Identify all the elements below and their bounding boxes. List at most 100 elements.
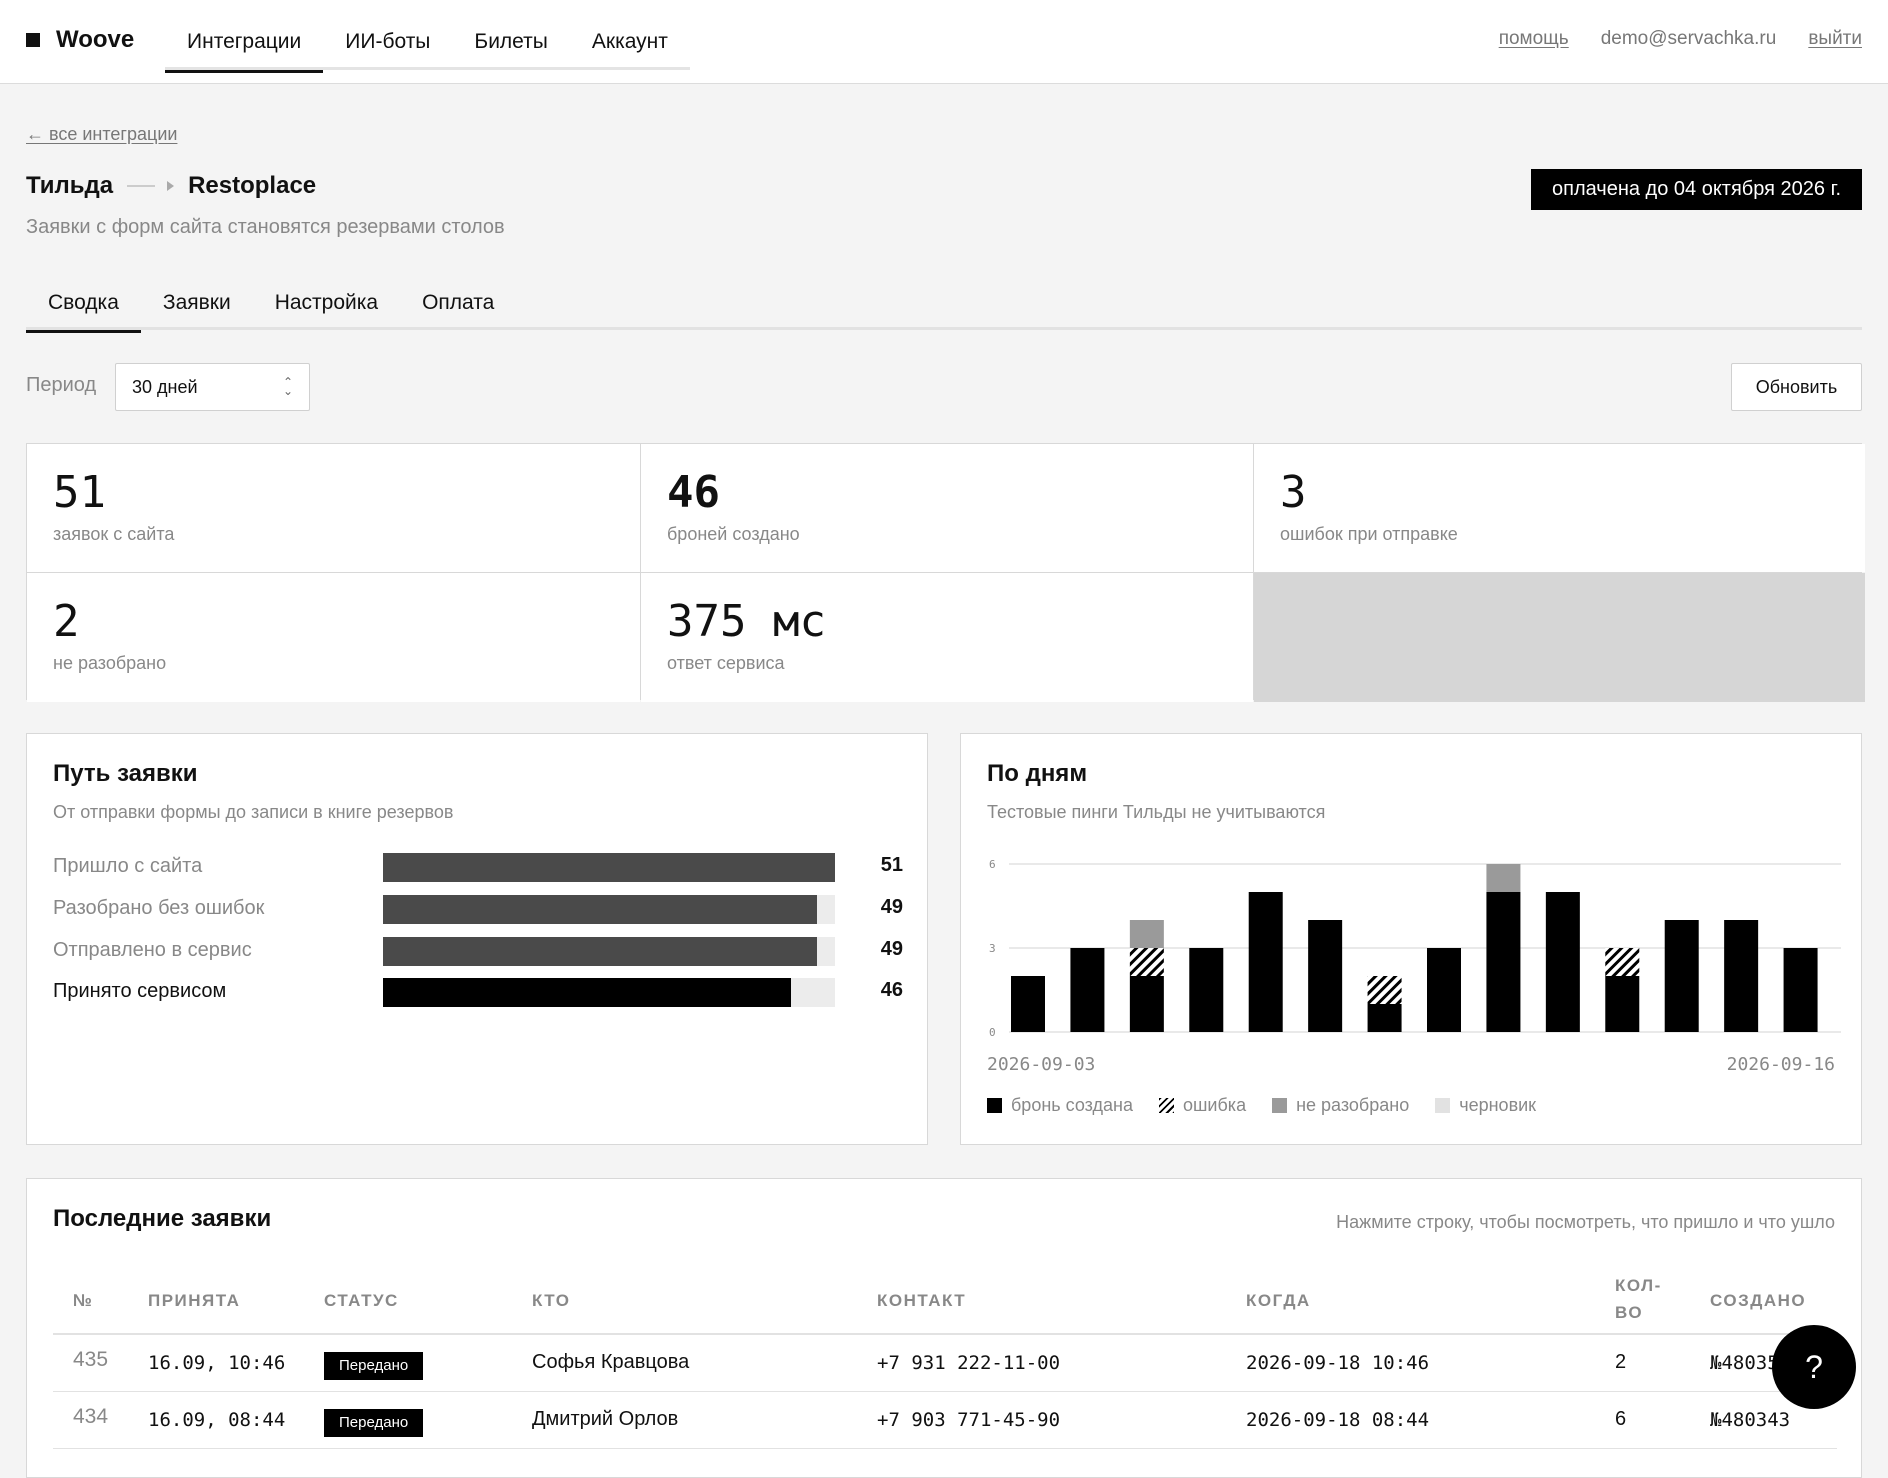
tab-summary[interactable]: Сводка (26, 280, 141, 333)
cell-contact: +7 903 771-45-90 (877, 1409, 1061, 1431)
tab-requests[interactable]: Заявки (162, 291, 231, 314)
funnel-bar (383, 853, 835, 882)
funnel-step: Пришло с сайта 51 (53, 852, 903, 882)
logout-link[interactable]: выйти (1808, 28, 1862, 49)
stat-response-time: 375 мс ответ сервиса (641, 573, 1253, 702)
bar-segment (1486, 864, 1521, 892)
cell-contact: +7 931 222-11-00 (877, 1352, 1061, 1374)
status-badge: Передано (324, 1409, 424, 1437)
user-menu: помощь demo@servachka.ru выйти (1499, 28, 1862, 50)
refresh-button[interactable]: Обновить (1731, 363, 1862, 411)
stat-errors: 3 ошибок при отправке (1254, 444, 1865, 572)
tab-settings[interactable]: Настройка (274, 291, 379, 314)
legend-swatch (1272, 1098, 1288, 1113)
bar-segment (1129, 920, 1164, 948)
funnel-bar-track (383, 937, 835, 966)
table-row[interactable]: 434 16.09, 08:44 Передано Дмитрий Орлов … (53, 1392, 1837, 1449)
stat-value: 2 (53, 596, 80, 647)
bar-segment (1011, 976, 1045, 1032)
logo-square-icon (26, 33, 40, 47)
tab-payment[interactable]: Оплата (422, 291, 495, 314)
help-link[interactable]: помощь (1498, 28, 1569, 49)
period-label: Период (26, 374, 97, 396)
request-path-card: Путь заявки От отправки формы до записи … (26, 733, 928, 1145)
funnel-bar-track (383, 853, 835, 882)
legend-label: не разобрано (1296, 1095, 1410, 1115)
page-title: Тильда Restoplace (26, 172, 316, 200)
legend-item-unparsed: не разобрано (1272, 1095, 1409, 1116)
bar-segment (1783, 948, 1818, 1032)
nav-tab-integrations[interactable]: Интеграции (165, 0, 324, 73)
cell-accepted: 16.09, 08:44 (148, 1409, 286, 1431)
bar-segment (1427, 948, 1461, 1032)
nav-tab-tickets[interactable]: Билеты (474, 30, 548, 53)
bar-segment (1605, 976, 1640, 1032)
stat-value: 3 (1280, 467, 1307, 518)
logo[interactable]: Woove (26, 26, 134, 54)
funnel-step-value: 51 (880, 854, 903, 876)
by-days-card: По дням Тестовые пинги Тильды не учитыва… (960, 733, 1862, 1145)
card-subtitle: Тестовые пинги Тильды не учитываются (987, 802, 1326, 822)
column-header: № (73, 1291, 94, 1310)
bar-segment (1545, 892, 1580, 1032)
legend-label: бронь создана (1011, 1095, 1133, 1115)
card-title: Последние заявки (53, 1205, 272, 1232)
cell-qty: 2 (1615, 1351, 1627, 1373)
column-header: КОГДА (1246, 1291, 1311, 1310)
legend-swatch (1435, 1098, 1451, 1113)
stat-label: не разобрано (53, 653, 167, 673)
bar-segment (1189, 948, 1224, 1032)
card-title: Путь заявки (53, 760, 198, 787)
days-bar-chart: 0 3 6 (989, 858, 1841, 1039)
stat-value: 51 (53, 467, 106, 518)
cell-who: Дмитрий Орлов (532, 1408, 679, 1430)
y-tick-label: 6 (989, 858, 996, 871)
x-axis-start-label: 2026-09-03 (987, 1054, 1096, 1075)
stat-label: броней создано (667, 524, 800, 544)
bar-segment (1486, 892, 1521, 1032)
column-header: КТО (532, 1291, 571, 1310)
funnel-step-value: 46 (880, 979, 903, 1001)
legend-label: ошибка (1182, 1095, 1247, 1115)
funnel-step-value: 49 (880, 896, 903, 918)
legend-label: черновик (1459, 1095, 1537, 1115)
legend-item-error: ошибка (1158, 1095, 1247, 1116)
legend-item-draft: черновик (1435, 1095, 1536, 1116)
cell-number: 435 (73, 1348, 109, 1371)
back-to-integrations-link[interactable]: ← все интеграции (26, 124, 178, 144)
cell-created: №480354 (1710, 1352, 1791, 1374)
nav-tab-account[interactable]: Аккаунт (591, 30, 668, 53)
funnel-step: Принято сервисом 46 (53, 977, 903, 1007)
arrow-right-icon (127, 181, 175, 191)
stat-bookings: 46 броней создано (641, 444, 1253, 572)
funnel-bar-track (383, 895, 835, 924)
funnel-step-label: Принято сервисом (53, 980, 227, 1002)
bar-segment (1724, 920, 1759, 1032)
stat-empty-cell (1254, 573, 1865, 702)
funnel-step-label: Отправлено в сервис (53, 939, 252, 961)
stat-value: 46 (667, 467, 720, 518)
help-button[interactable]: ? (1772, 1325, 1856, 1409)
status-badge: Передано (324, 1352, 424, 1380)
period-select-value: 30 дней (132, 377, 198, 397)
chevron-up-down-icon: ⌃ ⌄ (282, 375, 293, 398)
column-header: СТАТУС (324, 1291, 399, 1310)
cell-who: Софья Кравцова (532, 1351, 690, 1373)
cell-accepted: 16.09, 10:46 (148, 1352, 286, 1374)
legend-swatch (987, 1098, 1002, 1113)
bar-segment (1248, 892, 1283, 1032)
funnel-bar (383, 895, 818, 924)
stat-label: ответ сервиса (667, 653, 785, 673)
column-header: КОЛ- ВО (1615, 1276, 1662, 1322)
nav-tab-ai-bots[interactable]: ИИ-боты (345, 30, 431, 53)
column-header: КОНТАКТ (877, 1291, 967, 1310)
stat-label: ошибок при отправке (1280, 524, 1458, 544)
table-row[interactable]: 435 16.09, 10:46 Передано Софья Кравцова… (53, 1335, 1837, 1392)
card-title: По дням (987, 760, 1088, 787)
y-tick-label: 3 (989, 942, 996, 955)
stat-unparsed: 2 не разобрано (27, 573, 640, 702)
period-select[interactable]: 30 дней ⌃ ⌄ (115, 363, 310, 411)
legend-item-booked: бронь создана (987, 1095, 1133, 1116)
paid-status-badge: оплачена до 04 октября 2026 г. (1530, 169, 1862, 210)
cell-when: 2026-09-18 10:46 (1246, 1352, 1430, 1374)
